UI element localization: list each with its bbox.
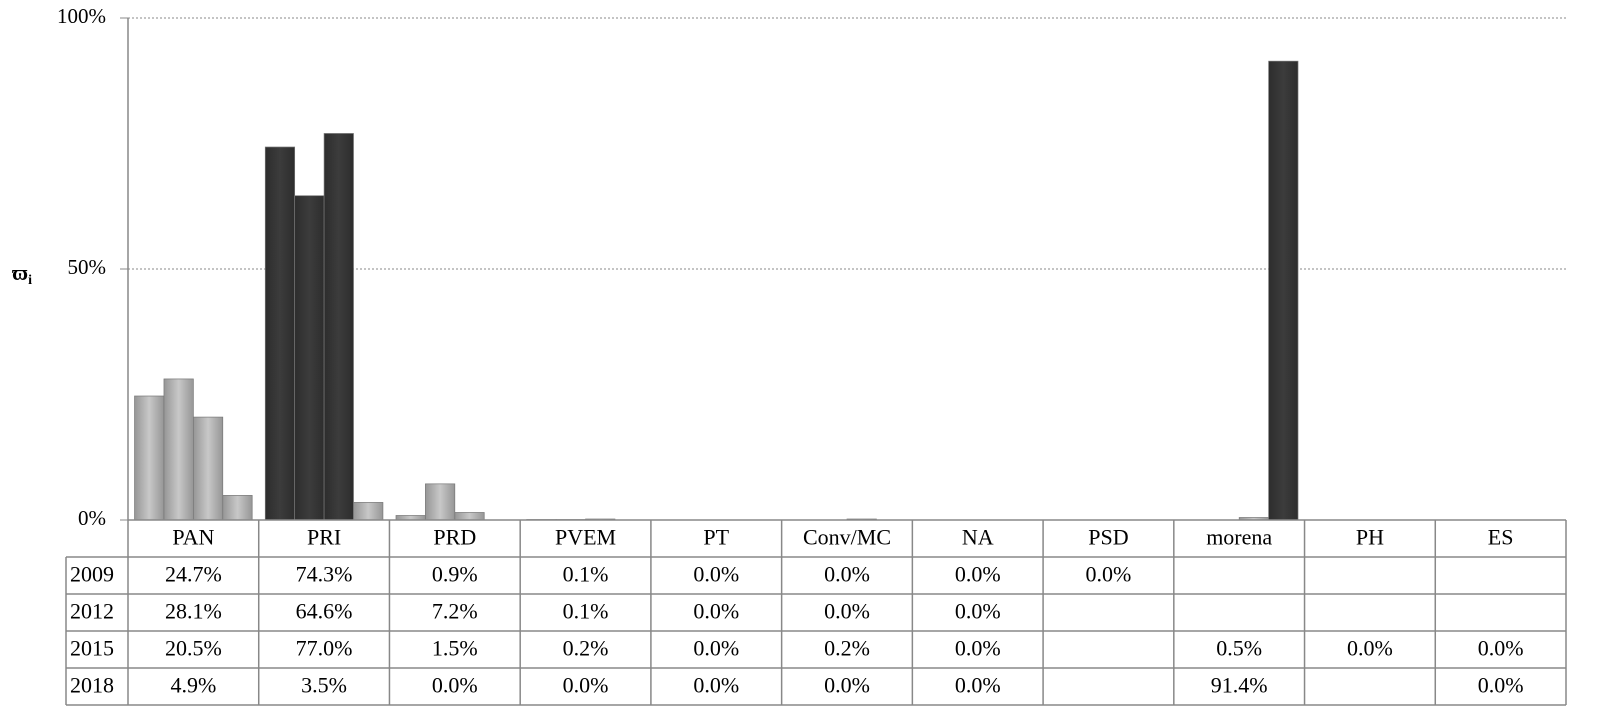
- table-value: 20.5%: [165, 636, 222, 661]
- bar: [353, 502, 384, 521]
- x-tick-label: morena: [1206, 525, 1272, 550]
- legend-label: 2009: [70, 562, 114, 587]
- x-tick-label: Conv/MC: [803, 525, 891, 550]
- table-value: 91.4%: [1211, 673, 1268, 698]
- y-tick-label: 50%: [68, 255, 107, 279]
- x-tick-label: PVEM: [555, 525, 616, 550]
- legend-label: 2018: [70, 673, 114, 698]
- x-tick-label: PSD: [1088, 525, 1128, 550]
- x-tick-label: ES: [1488, 525, 1514, 550]
- bar: [294, 195, 325, 521]
- x-tick-label: PRD: [433, 525, 476, 550]
- table-value: 0.0%: [693, 562, 739, 587]
- table-value: 0.0%: [1086, 562, 1132, 587]
- table-value: 0.0%: [824, 562, 870, 587]
- x-tick-label: PRI: [307, 525, 341, 550]
- table-value: 0.0%: [955, 599, 1001, 624]
- table-value: 28.1%: [165, 599, 222, 624]
- table-value: 0.0%: [563, 673, 609, 698]
- table-value: 0.1%: [563, 599, 609, 624]
- table-value: 1.5%: [432, 636, 478, 661]
- x-tick-label: PT: [703, 525, 729, 550]
- table-value: 0.5%: [1216, 636, 1262, 661]
- table-value: 0.1%: [563, 562, 609, 587]
- table-value: 4.9%: [170, 673, 216, 698]
- bar: [222, 495, 253, 521]
- y-axis-label-sub: i: [28, 273, 32, 288]
- bar: [134, 395, 165, 521]
- table-value: 3.5%: [301, 673, 347, 698]
- table-value: 77.0%: [296, 636, 353, 661]
- legend-label: 2012: [70, 599, 114, 624]
- bar: [163, 378, 194, 521]
- table-value: 0.0%: [955, 636, 1001, 661]
- table-value: 74.3%: [296, 562, 353, 587]
- table-value: 0.0%: [693, 636, 739, 661]
- table-value: 7.2%: [432, 599, 478, 624]
- table-value: 0.0%: [1478, 673, 1524, 698]
- table-value: 0.9%: [432, 562, 478, 587]
- bar: [1268, 60, 1299, 521]
- legend-label: 2015: [70, 636, 114, 661]
- bar: [193, 416, 224, 521]
- table-value: 0.0%: [693, 599, 739, 624]
- y-axis-label: ϖi: [12, 260, 32, 288]
- table-value: 0.0%: [955, 673, 1001, 698]
- bar: [323, 133, 354, 521]
- bar: [425, 483, 456, 521]
- table-value: 0.0%: [432, 673, 478, 698]
- table-value: 0.2%: [563, 636, 609, 661]
- y-tick-label: 100%: [57, 4, 106, 28]
- x-tick-label: PAN: [172, 525, 214, 550]
- table-value: 0.0%: [955, 562, 1001, 587]
- table-value: 64.6%: [296, 599, 353, 624]
- table-value: 24.7%: [165, 562, 222, 587]
- y-tick-label: 0%: [78, 506, 106, 530]
- y-axis-label-main: ϖ: [12, 260, 28, 285]
- bar: [454, 512, 485, 521]
- table-value: 0.0%: [1478, 636, 1524, 661]
- table-value: 0.0%: [1347, 636, 1393, 661]
- x-tick-label: PH: [1356, 525, 1384, 550]
- table-value: 0.2%: [824, 636, 870, 661]
- bar: [264, 146, 296, 521]
- table-value: 0.0%: [824, 673, 870, 698]
- table-value: 0.0%: [824, 599, 870, 624]
- table-value: 0.0%: [693, 673, 739, 698]
- x-tick-label: NA: [962, 525, 994, 550]
